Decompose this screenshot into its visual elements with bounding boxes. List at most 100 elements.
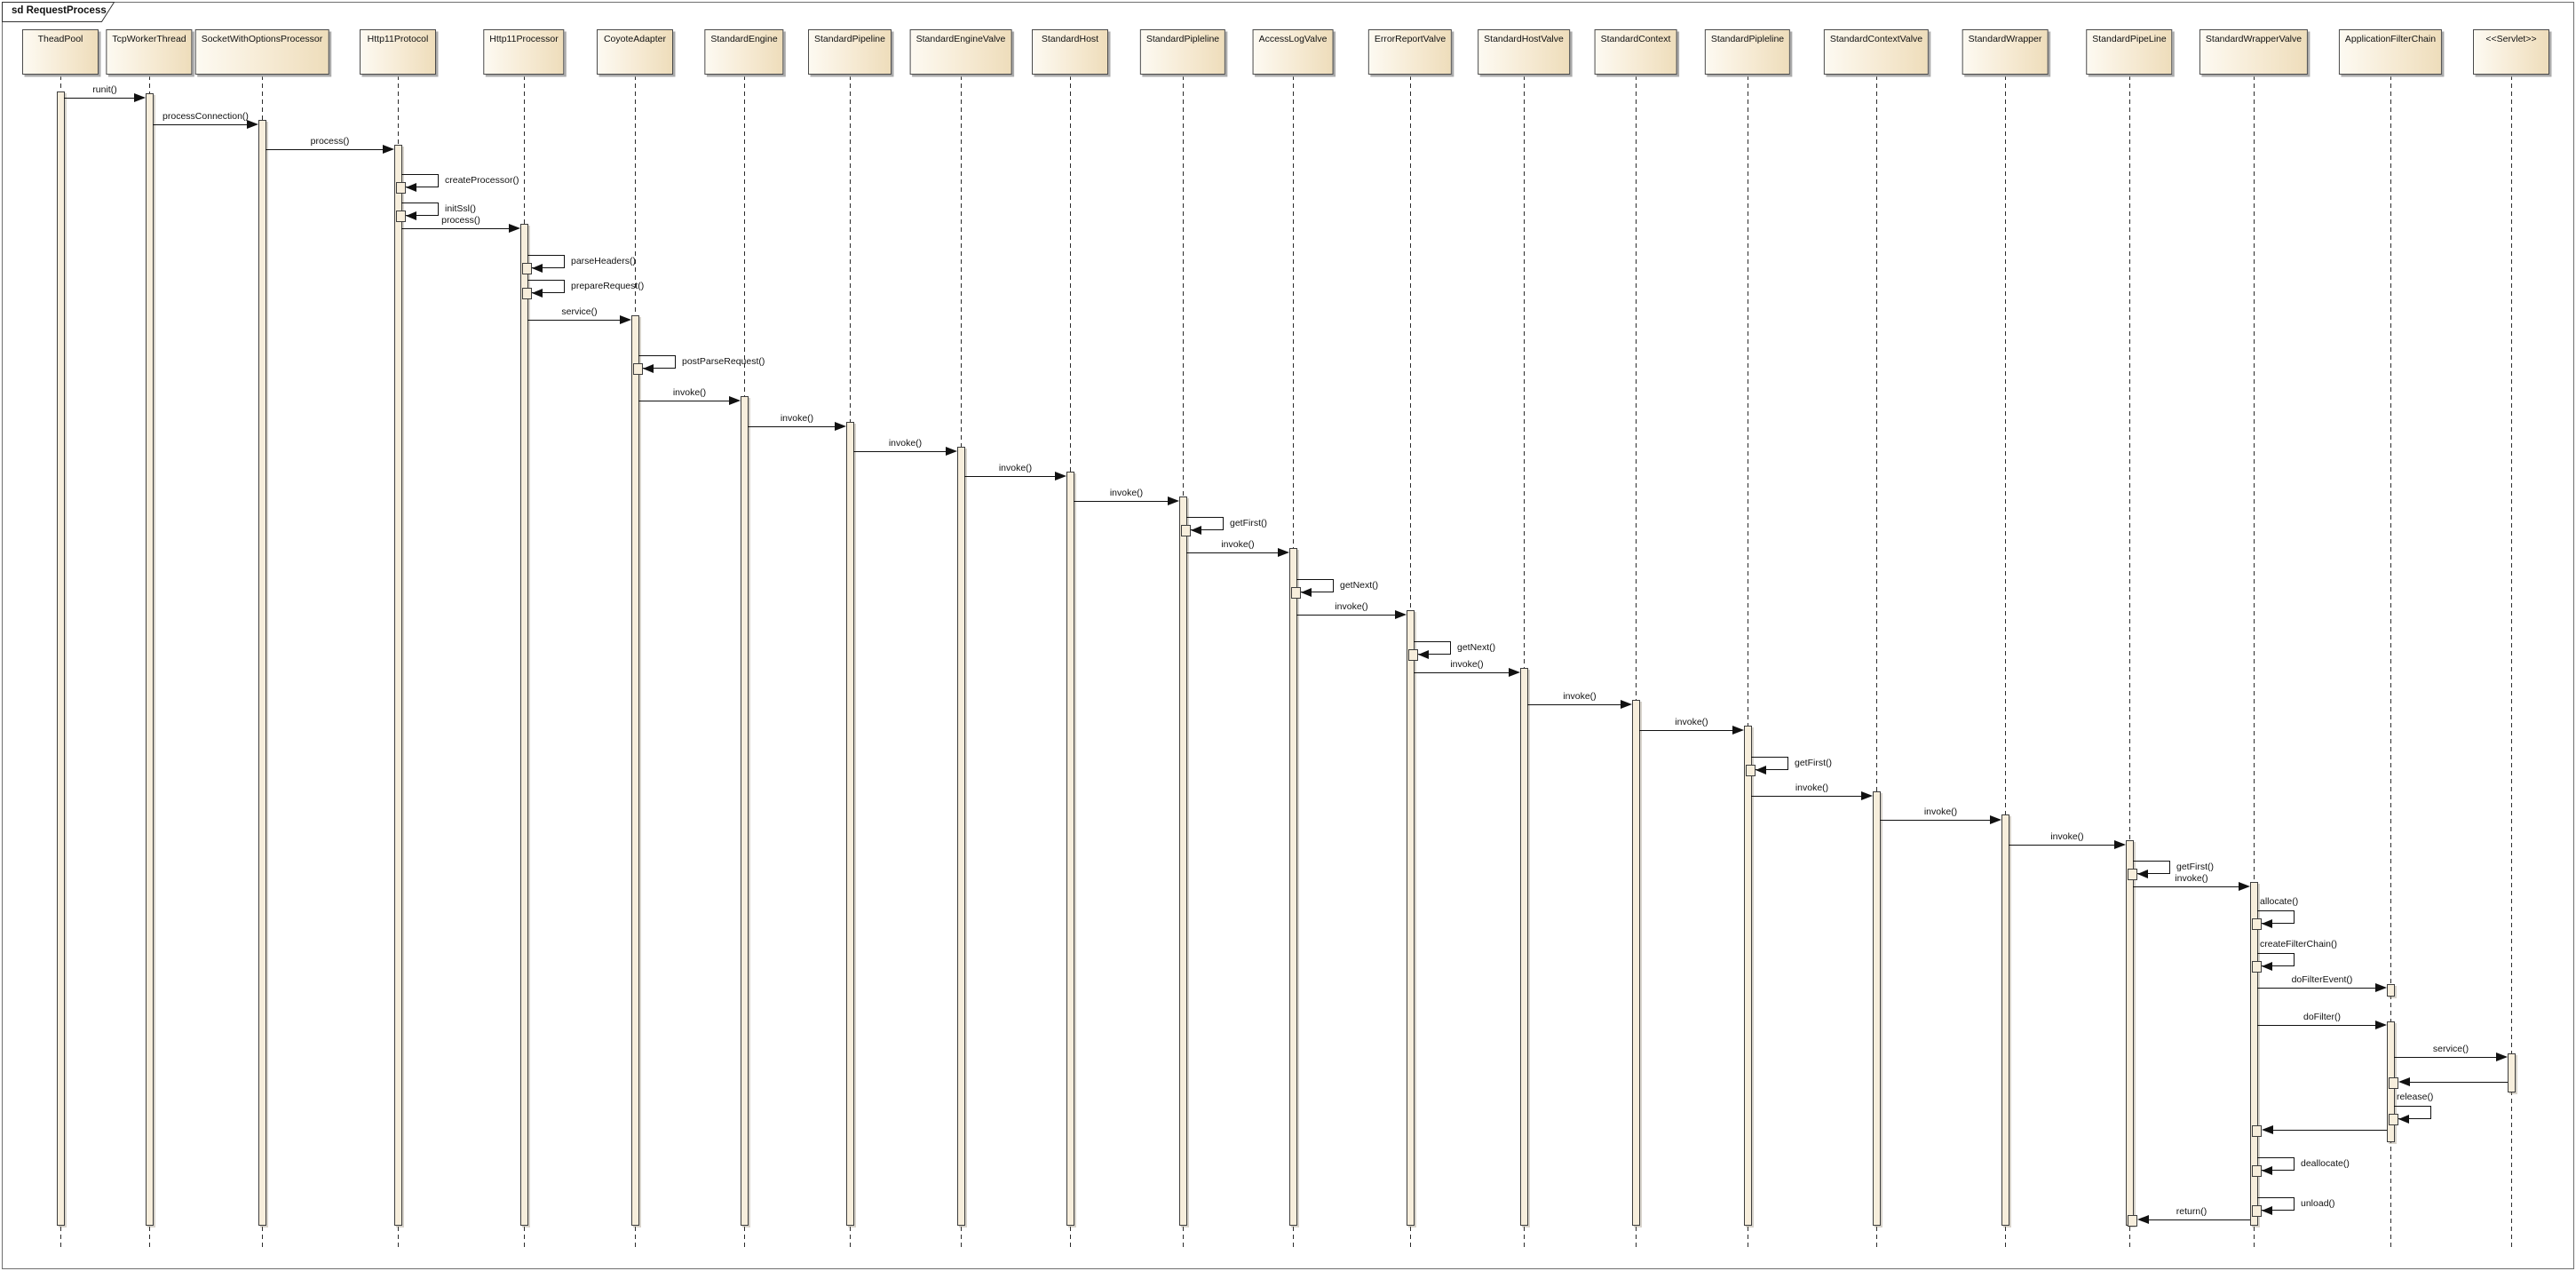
self-message-arrowhead-15 <box>1191 526 1201 535</box>
self-message-label-15: getFirst() <box>1230 518 1267 528</box>
message-arrowhead-33 <box>2496 1053 2508 1061</box>
message-arrowhead-16 <box>1278 548 1289 557</box>
frame-tab-shape <box>2 2 115 22</box>
message-arrowhead-39 <box>2137 1215 2149 1224</box>
activation-bar-5 <box>631 315 639 1226</box>
activation-bar-11 <box>1289 548 1297 1226</box>
message-arrowhead-31 <box>2375 983 2387 992</box>
lifeline-header-1: TcpWorkerThread <box>106 29 193 75</box>
message-label-13: invoke() <box>998 463 1033 473</box>
activation-bar-21 <box>2508 1053 2516 1092</box>
lifeline-line-19 <box>2254 75 2255 1249</box>
self-message-label-23: getFirst() <box>1795 758 1832 768</box>
lifeline-header-12: ErrorReportValve <box>1367 29 1453 75</box>
message-arrowhead-1 <box>247 120 258 129</box>
self-return-box-23 <box>1746 765 1756 776</box>
lifeline-header-14: StandardContext <box>1594 29 1677 75</box>
self-return-box-35 <box>2389 1114 2398 1125</box>
message-arrowhead-25 <box>1990 815 2001 824</box>
self-return-box-30 <box>2252 961 2262 973</box>
self-message-loop-9 <box>638 355 676 369</box>
message-line-28 <box>2133 886 2241 887</box>
message-arrowhead-14 <box>1168 496 1179 505</box>
message-line-2 <box>266 149 385 150</box>
message-arrowhead-22 <box>1732 726 1744 735</box>
lifeline-line-16 <box>1876 75 1877 1249</box>
lifeline-header-13: StandardHostValve <box>1478 29 1570 75</box>
self-message-loop-7 <box>527 280 565 293</box>
message-line-26 <box>2009 845 2117 846</box>
message-label-1: processConnection() <box>162 111 249 122</box>
message-label-20: invoke() <box>1450 659 1484 670</box>
message-arrowhead-5 <box>509 224 520 233</box>
message-arrowhead-32 <box>2375 1021 2387 1029</box>
self-message-loop-29 <box>2257 910 2295 924</box>
message-line-33 <box>2394 1057 2499 1058</box>
message-label-8: service() <box>561 306 598 317</box>
self-message-loop-27 <box>2133 861 2170 874</box>
message-arrowhead-34 <box>2398 1077 2410 1086</box>
self-return-box-15 <box>1181 525 1191 536</box>
lifeline-header-5: CoyoteAdapter <box>597 29 673 75</box>
activation-bar-17 <box>2001 814 2009 1226</box>
self-message-label-27: getFirst() <box>2176 862 2214 872</box>
message-arrowhead-21 <box>1621 700 1632 709</box>
message-line-8 <box>527 320 622 321</box>
activation-bar-0 <box>57 91 65 1226</box>
self-message-label-17: getNext() <box>1340 580 1379 591</box>
self-message-loop-35 <box>2394 1106 2431 1119</box>
message-line-18 <box>1296 615 1398 616</box>
message-label-22: invoke() <box>1675 717 1708 727</box>
message-label-26: invoke() <box>2050 831 2084 842</box>
activation-bar-9 <box>1066 472 1074 1226</box>
message-arrowhead-8 <box>620 315 631 324</box>
self-message-label-7: prepareRequest() <box>571 281 645 291</box>
self-message-arrowhead-3 <box>406 183 416 192</box>
lifeline-header-11: AccessLogValve <box>1252 29 1334 75</box>
self-message-label-4: initSsl() <box>445 203 477 214</box>
self-return-box-9 <box>633 363 643 375</box>
lifeline-header-18: StandardPipeLine <box>2086 29 2173 75</box>
self-return-box-6 <box>522 263 532 274</box>
message-line-16 <box>1186 552 1280 553</box>
message-line-1 <box>153 124 250 125</box>
lifeline-header-19: StandardWrapperValve <box>2199 29 2309 75</box>
self-message-label-37: deallocate() <box>2301 1158 2350 1169</box>
message-line-5 <box>401 228 511 229</box>
message-arrowhead-24 <box>1861 791 1873 800</box>
self-message-arrowhead-19 <box>1418 650 1429 659</box>
lifeline-line-21 <box>2511 75 2512 1249</box>
message-arrowhead-13 <box>1055 472 1066 481</box>
activation-bar-2 <box>258 120 266 1226</box>
lifeline-line-18 <box>2129 75 2130 1249</box>
activation-bar-18 <box>2126 840 2134 1226</box>
message-line-12 <box>853 451 948 452</box>
self-message-label-9: postParseRequest() <box>682 356 765 367</box>
return-target-box-34 <box>2389 1077 2398 1089</box>
self-return-box-4 <box>396 211 406 222</box>
frame-label-tab: sd RequestProcess <box>2 2 119 28</box>
self-return-box-7 <box>522 288 532 299</box>
self-return-box-37 <box>2252 1165 2262 1177</box>
activation-bar-20 <box>2387 984 2395 997</box>
message-label-33: service() <box>2432 1044 2469 1054</box>
message-line-36 <box>2271 1130 2387 1131</box>
self-message-arrowhead-30 <box>2262 962 2272 971</box>
message-label-21: invoke() <box>1563 691 1597 702</box>
lifeline-header-20: ApplicationFilterChain <box>2338 29 2443 75</box>
self-message-arrowhead-4 <box>406 211 416 220</box>
message-label-12: invoke() <box>888 438 923 449</box>
lifeline-header-7: StandardPipeline <box>808 29 892 75</box>
lifeline-header-4: Http11Processor <box>483 29 565 75</box>
message-arrowhead-11 <box>835 422 846 431</box>
activation-bar-1 <box>146 93 154 1226</box>
message-line-13 <box>964 476 1058 477</box>
self-message-loop-23 <box>1751 757 1788 770</box>
message-line-24 <box>1751 796 1864 797</box>
self-message-label-30: createFilterChain() <box>2260 939 2337 949</box>
self-return-box-29 <box>2252 918 2262 930</box>
message-label-18: invoke() <box>1335 601 1368 612</box>
message-label-14: invoke() <box>1109 488 1144 498</box>
activation-bar-7 <box>846 422 854 1226</box>
message-arrowhead-26 <box>2114 840 2126 849</box>
